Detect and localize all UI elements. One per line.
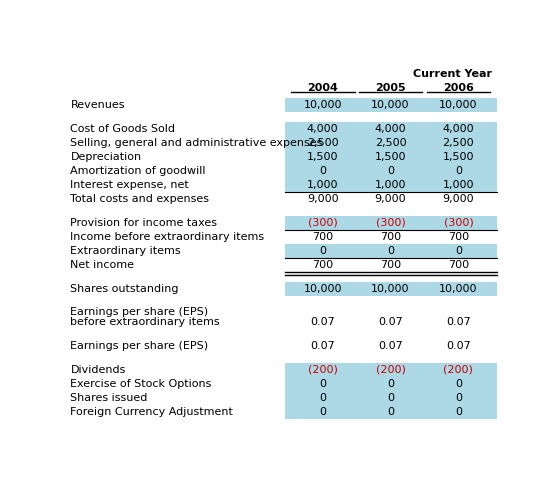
Text: Depreciation: Depreciation [71,152,142,162]
Text: Total costs and expenses: Total costs and expenses [71,194,210,204]
Text: 0.07: 0.07 [378,341,403,351]
Text: 1,000: 1,000 [443,180,474,190]
Text: 10,000: 10,000 [371,284,410,294]
Text: 0: 0 [319,393,326,403]
Text: 2,500: 2,500 [307,138,339,148]
Text: Amortization of goodwill: Amortization of goodwill [71,166,206,176]
Bar [284,164,497,178]
Text: Selling, general and administrative expenses: Selling, general and administrative expe… [71,138,323,148]
Text: before extraordinary items: before extraordinary items [71,317,220,326]
Bar [284,391,497,405]
Text: 1,000: 1,000 [307,180,339,190]
Text: 10,000: 10,000 [304,100,342,110]
Text: 10,000: 10,000 [439,284,478,294]
Text: 0: 0 [319,166,326,176]
Text: 4,000: 4,000 [443,124,474,134]
Text: 2006: 2006 [443,83,474,93]
Bar [284,244,497,258]
Text: Income before extraordinary items: Income before extraordinary items [71,232,265,242]
Text: 700: 700 [380,260,401,270]
Text: Earnings per share (EPS): Earnings per share (EPS) [71,307,208,317]
Text: 0: 0 [319,246,326,256]
Text: 0: 0 [319,407,326,417]
Bar [284,282,497,296]
Text: 0: 0 [387,407,394,417]
Text: 2,500: 2,500 [443,138,474,148]
Bar [284,122,497,136]
Text: 0: 0 [387,393,394,403]
Text: 0.07: 0.07 [378,317,403,326]
Text: 0: 0 [319,379,326,389]
Text: 700: 700 [312,260,333,270]
Text: Extraordinary items: Extraordinary items [71,246,181,256]
Text: Cost of Goods Sold: Cost of Goods Sold [71,124,176,134]
Text: Current Year: Current Year [414,69,492,79]
Text: 9,000: 9,000 [443,194,474,204]
Text: (300): (300) [376,218,405,228]
Text: 0.07: 0.07 [446,341,471,351]
Text: Dividends: Dividends [71,364,126,374]
Text: (200): (200) [308,364,337,374]
Text: 700: 700 [312,232,333,242]
Text: 4,000: 4,000 [307,124,339,134]
Text: Exercise of Stock Options: Exercise of Stock Options [71,379,212,389]
Text: 0: 0 [455,166,462,176]
Bar [284,405,497,419]
Text: Net income: Net income [71,260,135,270]
Text: 4,000: 4,000 [375,124,406,134]
Text: 2005: 2005 [375,83,406,93]
Text: 0.07: 0.07 [310,341,335,351]
Text: Shares outstanding: Shares outstanding [71,284,179,294]
Text: 1,500: 1,500 [443,152,474,162]
Text: 2004: 2004 [307,83,338,93]
Text: (200): (200) [444,364,473,374]
Text: 700: 700 [448,260,469,270]
Text: Earnings per share (EPS): Earnings per share (EPS) [71,341,208,351]
Text: 700: 700 [448,232,469,242]
Text: Interest expense, net: Interest expense, net [71,180,189,190]
Text: 9,000: 9,000 [307,194,339,204]
Text: 1,000: 1,000 [375,180,406,190]
Bar [284,362,497,377]
Text: 10,000: 10,000 [439,100,478,110]
Text: 10,000: 10,000 [371,100,410,110]
Text: 0: 0 [387,379,394,389]
Bar [284,98,497,112]
Text: 0.07: 0.07 [446,317,471,326]
Bar [284,377,497,391]
Bar [284,178,497,192]
Text: 0: 0 [455,407,462,417]
Text: 10,000: 10,000 [304,284,342,294]
Text: 0: 0 [455,393,462,403]
Text: Provision for income taxes: Provision for income taxes [71,218,218,228]
Text: 0: 0 [455,246,462,256]
Text: 0.07: 0.07 [310,317,335,326]
Text: (300): (300) [308,218,337,228]
Text: 0: 0 [387,246,394,256]
Text: 1,500: 1,500 [375,152,406,162]
Text: 0: 0 [387,166,394,176]
Text: 700: 700 [380,232,401,242]
Bar [284,136,497,150]
Text: (300): (300) [444,218,473,228]
Text: 1,500: 1,500 [307,152,339,162]
Text: 0: 0 [455,379,462,389]
Text: (200): (200) [376,364,405,374]
Text: Foreign Currency Adjustment: Foreign Currency Adjustment [71,407,234,417]
Text: 2,500: 2,500 [375,138,406,148]
Text: 9,000: 9,000 [375,194,406,204]
Bar [284,216,497,230]
Text: Shares issued: Shares issued [71,393,148,403]
Bar [284,150,497,164]
Text: Revenues: Revenues [71,100,125,110]
